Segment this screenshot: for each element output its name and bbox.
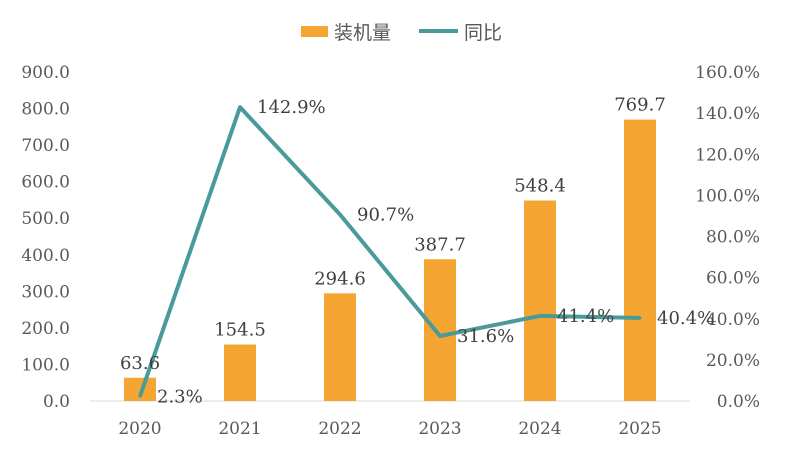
line-point [238, 105, 242, 109]
right-tick-label: 0.0% [717, 392, 760, 412]
bar [224, 344, 256, 401]
data-labels: 63.6 154.5 294.6 387.7 548.4 769.7 2.3% 142.9% 9… [120, 95, 714, 408]
right-tick-label: 160.0% [695, 63, 760, 83]
x-tick-label: 2021 [218, 419, 261, 439]
left-tick-label: 600.0 [21, 173, 70, 193]
left-tick-label: 300.0 [21, 282, 70, 302]
line-value-label: 90.7% [357, 204, 414, 225]
line-point [538, 314, 542, 318]
legend-label-bar: 装机量 [334, 22, 391, 44]
bar-value-label: 154.5 [214, 320, 266, 341]
bar-series [124, 119, 656, 401]
line-series [138, 105, 642, 398]
line-value-label: 2.3% [157, 386, 203, 407]
left-tick-label: 900.0 [21, 63, 70, 83]
line-point [638, 316, 642, 320]
right-tick-label: 140.0% [695, 104, 760, 124]
x-axis: 2020 2021 2022 2023 2024 2025 [90, 400, 690, 439]
x-tick-label: 2025 [618, 419, 661, 439]
bar [324, 293, 356, 401]
bar-value-label: 63.6 [120, 353, 160, 374]
legend-swatch-bar [301, 26, 328, 37]
x-tick-label: 2022 [318, 419, 361, 439]
line-point [338, 212, 342, 216]
legend: 装机量 同比 [301, 22, 502, 44]
line-point [138, 394, 142, 398]
right-axis: 0.0% 20.0% 40.0% 60.0% 80.0% 100.0% 120.0% 140.… [695, 63, 760, 412]
x-tick-label: 2024 [518, 419, 561, 439]
left-tick-label: 200.0 [21, 319, 70, 339]
left-tick-label: 700.0 [21, 136, 70, 156]
left-tick-label: 100.0 [21, 355, 70, 375]
line-point [438, 334, 442, 338]
right-tick-label: 80.0% [706, 228, 760, 248]
bar-value-label: 387.7 [414, 234, 466, 255]
line-value-label: 40.4% [657, 308, 714, 329]
x-tick-label: 2023 [418, 419, 461, 439]
right-tick-label: 60.0% [706, 269, 760, 289]
right-tick-label: 120.0% [695, 145, 760, 165]
bar [624, 119, 656, 401]
bar [424, 259, 456, 401]
bar [524, 200, 556, 401]
right-tick-label: 20.0% [706, 351, 760, 371]
left-tick-label: 400.0 [21, 246, 70, 266]
bar-value-label: 548.4 [514, 176, 566, 197]
bar-value-label: 294.6 [314, 268, 366, 289]
line-value-label: 41.4% [557, 306, 614, 327]
left-axis: 0.0 100.0 200.0 300.0 400.0 500.0 600.0 700.0 80… [21, 63, 70, 412]
right-tick-label: 100.0% [695, 186, 760, 206]
x-tick-label: 2020 [118, 419, 161, 439]
left-tick-label: 800.0 [21, 100, 70, 120]
left-tick-label: 500.0 [21, 209, 70, 229]
right-tick-label: 40.0% [706, 310, 760, 330]
bar-value-label: 769.7 [614, 95, 666, 116]
left-tick-label: 0.0 [43, 392, 70, 412]
bar [124, 377, 156, 401]
yoy-line [138, 105, 641, 397]
legend-label-line: 同比 [464, 22, 502, 44]
line-value-label: 142.9% [257, 97, 326, 118]
line-value-label: 31.6% [457, 326, 514, 347]
